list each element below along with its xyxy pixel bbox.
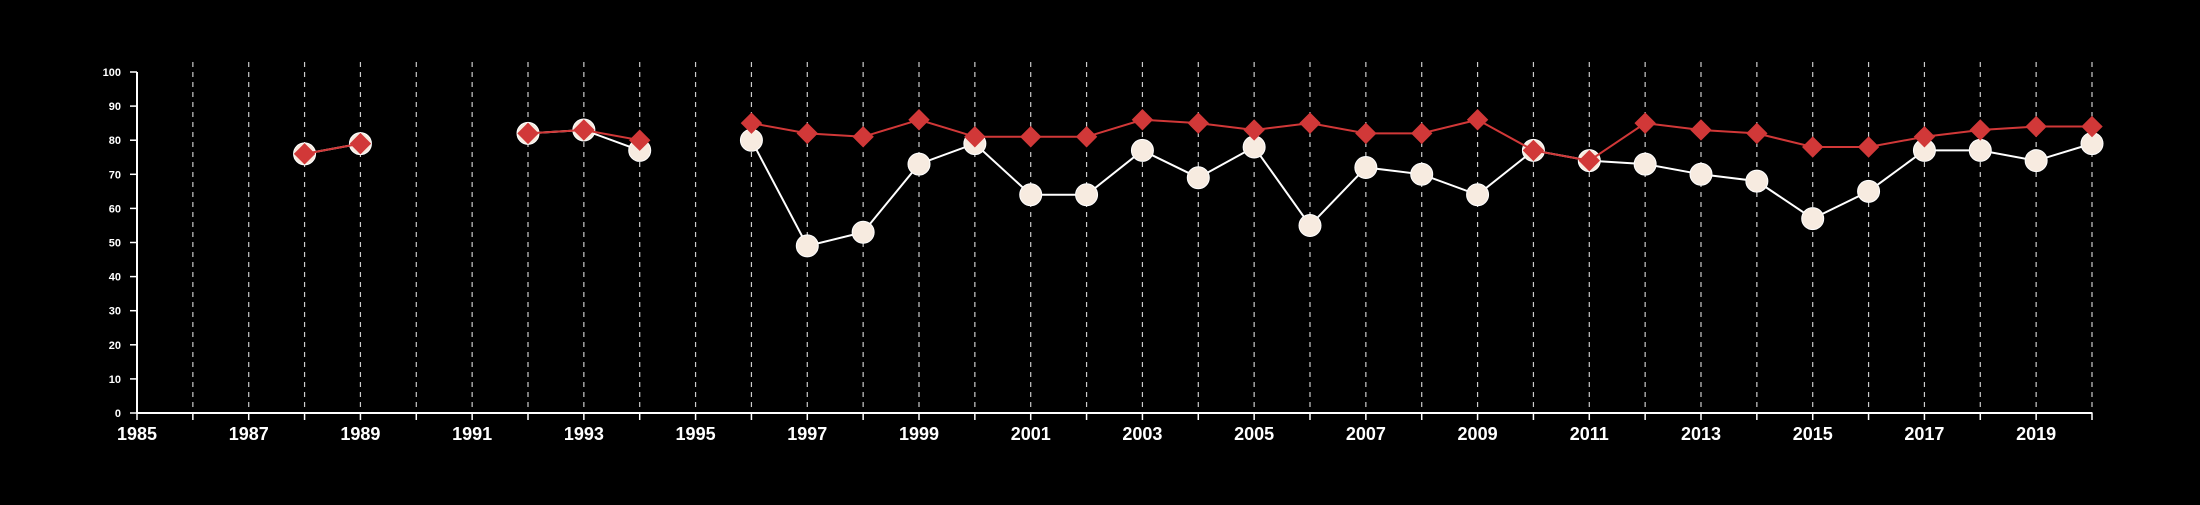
y-tick-label-80: 80 xyxy=(109,135,121,147)
point-diamond-2017 xyxy=(1913,126,1936,148)
point-diamond-1994 xyxy=(629,129,651,151)
point-diamond-1988 xyxy=(293,143,316,165)
point-diamond-1999 xyxy=(908,109,930,131)
point-diamond-1998 xyxy=(852,126,874,148)
point-circle-2019 xyxy=(2024,149,2048,173)
point-circle-1998 xyxy=(851,220,875,244)
point-diamond-2005 xyxy=(1243,119,1265,141)
point-circle-2007 xyxy=(1354,155,1378,179)
point-diamond-1993 xyxy=(573,119,595,141)
point-circle-2014 xyxy=(1745,169,1769,193)
x-tick-label-2005: 2005 xyxy=(1234,424,1274,444)
x-tick-label-2013: 2013 xyxy=(1681,424,1721,444)
point-diamond-2014 xyxy=(1746,122,1768,145)
y-tick-label-0: 0 xyxy=(115,408,121,420)
point-circle-2003 xyxy=(1130,138,1154,162)
x-tick-label-1997: 1997 xyxy=(787,424,827,444)
y-tick-label-10: 10 xyxy=(109,374,121,386)
y-tick-label-50: 50 xyxy=(109,238,121,250)
x-tick-label-2015: 2015 xyxy=(1793,424,1833,444)
axis-layer: 1985 1987 1989 1991 1993 1995 1997 1999 2001 2003… xyxy=(103,67,2093,444)
point-diamond-2001 xyxy=(1020,126,1042,148)
grid-layer xyxy=(192,62,2093,413)
point-diamond-2000 xyxy=(964,126,986,148)
point-diamond-2006 xyxy=(1299,112,1321,134)
y-tick-label-20: 20 xyxy=(109,340,121,352)
x-tick-label-2003: 2003 xyxy=(1122,424,1162,444)
point-circle-2001 xyxy=(1019,183,1043,207)
point-diamond-2018 xyxy=(1969,119,1991,141)
point-diamond-2009 xyxy=(1466,109,1489,131)
point-circle-1999 xyxy=(907,152,931,176)
point-diamond-1989 xyxy=(349,132,372,155)
y-tick-label-30: 30 xyxy=(109,306,121,318)
y-tick-label-70: 70 xyxy=(109,169,121,181)
point-circle-2006 xyxy=(1298,213,1322,237)
y-tick-label-90: 90 xyxy=(109,101,121,113)
point-diamond-2004 xyxy=(1187,112,1209,134)
point-diamond-2011 xyxy=(1578,149,1600,172)
point-diamond-2013 xyxy=(1690,119,1712,141)
point-circle-2008 xyxy=(1410,162,1434,186)
x-tick-label-2017: 2017 xyxy=(1904,424,1944,444)
x-tick-label-2001: 2001 xyxy=(1011,424,1051,444)
x-tick-label-1993: 1993 xyxy=(564,424,604,444)
y-tick-label-60: 60 xyxy=(109,203,121,215)
x-tick-label-2019: 2019 xyxy=(2016,424,2056,444)
x-tick-label-1985: 1985 xyxy=(117,424,157,444)
point-circle-2015 xyxy=(1801,207,1825,231)
point-circle-1997 xyxy=(795,234,819,258)
series-layer xyxy=(293,109,2104,258)
point-diamond-1992 xyxy=(517,122,539,145)
x-tick-label-2009: 2009 xyxy=(1458,424,1498,444)
x-tick-label-2011: 2011 xyxy=(1570,424,1609,444)
point-diamond-2007 xyxy=(1355,122,1377,145)
point-diamond-2019 xyxy=(2025,115,2047,138)
y-tick-label-40: 40 xyxy=(109,272,121,284)
point-diamond-2015 xyxy=(1802,136,1824,158)
point-circle-2016 xyxy=(1857,179,1881,203)
point-circle-2018 xyxy=(1968,138,1992,162)
point-diamond-2020 xyxy=(2081,115,2103,138)
point-circle-2013 xyxy=(1689,162,1713,186)
x-tick-label-1989: 1989 xyxy=(340,424,380,444)
x-tick-label-1999: 1999 xyxy=(899,424,939,444)
point-diamond-2002 xyxy=(1075,126,1098,148)
point-circle-2002 xyxy=(1075,183,1099,207)
point-circle-2009 xyxy=(1466,183,1490,207)
point-diamond-2012 xyxy=(1634,112,1656,134)
x-tick-label-1991: 1991 xyxy=(452,424,492,444)
point-diamond-2008 xyxy=(1411,122,1433,145)
x-tick-label-1987: 1987 xyxy=(229,424,269,444)
series-diamond xyxy=(293,109,2103,172)
point-circle-2004 xyxy=(1186,166,1210,190)
point-circle-2012 xyxy=(1633,152,1657,176)
point-diamond-1997 xyxy=(796,122,818,145)
x-tick-label-2007: 2007 xyxy=(1346,424,1386,444)
point-diamond-2010 xyxy=(1522,139,1545,162)
y-tick-label-100: 100 xyxy=(103,67,121,79)
point-diamond-2016 xyxy=(1857,136,1880,158)
series-line-diamond-0 xyxy=(304,142,361,155)
point-diamond-2003 xyxy=(1131,109,1154,131)
point-diamond-1996 xyxy=(740,112,763,134)
x-tick-label-1995: 1995 xyxy=(676,424,716,444)
